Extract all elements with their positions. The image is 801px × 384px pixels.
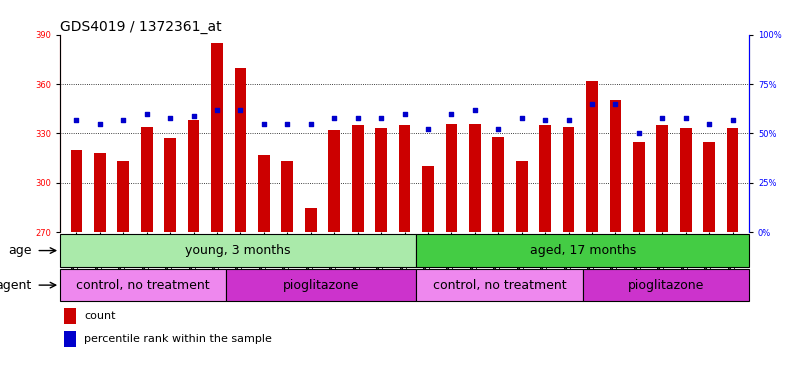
Bar: [164, 138, 176, 232]
Point: [257, 121, 270, 127]
Bar: [328, 130, 340, 232]
Bar: [586, 81, 598, 232]
Bar: [227, 269, 417, 301]
Text: control, no treatment: control, no treatment: [76, 279, 210, 291]
Text: count: count: [84, 311, 115, 321]
Bar: [469, 124, 481, 232]
Point: [633, 131, 646, 137]
Bar: [235, 68, 247, 232]
Bar: [70, 150, 83, 232]
Text: pioglitazone: pioglitazone: [628, 279, 704, 291]
Point: [70, 116, 83, 122]
Point: [163, 114, 176, 121]
Point: [328, 114, 340, 121]
Text: control, no treatment: control, no treatment: [433, 279, 566, 291]
Bar: [60, 234, 417, 267]
Point: [351, 114, 364, 121]
Point: [117, 116, 130, 122]
Point: [702, 121, 715, 127]
Bar: [633, 142, 645, 232]
Bar: [582, 269, 749, 301]
Bar: [562, 127, 574, 232]
Text: age: age: [8, 244, 31, 257]
Point: [586, 101, 598, 107]
Bar: [680, 129, 691, 232]
Point: [211, 107, 223, 113]
Bar: [141, 127, 153, 232]
Text: GDS4019 / 1372361_at: GDS4019 / 1372361_at: [60, 20, 222, 33]
Bar: [656, 125, 668, 232]
Bar: [63, 308, 76, 324]
Point: [445, 111, 458, 117]
Bar: [187, 120, 199, 232]
Point: [234, 107, 247, 113]
Point: [375, 114, 388, 121]
Bar: [417, 234, 749, 267]
Bar: [258, 155, 270, 232]
Bar: [281, 161, 293, 232]
Bar: [63, 331, 76, 347]
Text: pioglitazone: pioglitazone: [284, 279, 360, 291]
Point: [304, 121, 317, 127]
Bar: [375, 129, 387, 232]
Point: [421, 126, 434, 132]
Bar: [417, 269, 582, 301]
Point: [94, 121, 107, 127]
Point: [679, 114, 692, 121]
Point: [656, 114, 669, 121]
Point: [469, 107, 481, 113]
Point: [562, 116, 575, 122]
Bar: [703, 142, 715, 232]
Point: [281, 121, 294, 127]
Point: [727, 116, 739, 122]
Bar: [422, 166, 434, 232]
Bar: [445, 124, 457, 232]
Point: [398, 111, 411, 117]
Point: [187, 113, 200, 119]
Text: agent: agent: [0, 279, 31, 291]
Bar: [539, 125, 551, 232]
Bar: [305, 208, 316, 232]
Bar: [94, 153, 106, 232]
Bar: [352, 125, 364, 232]
Text: aged, 17 months: aged, 17 months: [529, 244, 636, 257]
Bar: [211, 43, 223, 232]
Bar: [118, 161, 129, 232]
Bar: [60, 269, 227, 301]
Text: percentile rank within the sample: percentile rank within the sample: [84, 334, 272, 344]
Point: [539, 116, 552, 122]
Bar: [516, 161, 528, 232]
Bar: [610, 101, 622, 232]
Text: young, 3 months: young, 3 months: [186, 244, 291, 257]
Bar: [727, 129, 739, 232]
Point: [140, 111, 153, 117]
Point: [609, 101, 622, 107]
Point: [492, 126, 505, 132]
Bar: [399, 125, 410, 232]
Bar: [493, 137, 504, 232]
Point: [515, 114, 528, 121]
